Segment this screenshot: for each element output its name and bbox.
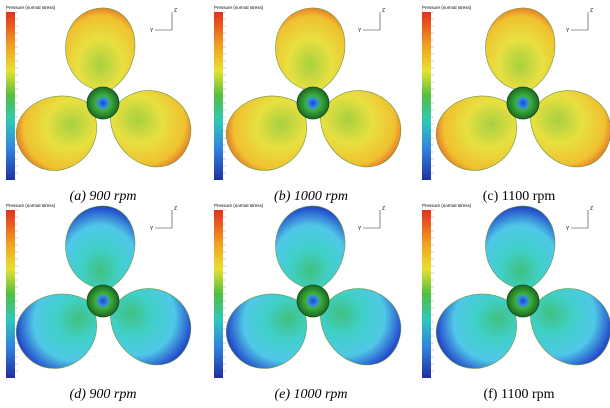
legend-title: Pressure (normal stress) xyxy=(422,5,472,10)
colorbar xyxy=(422,210,431,378)
colorbar xyxy=(422,12,431,180)
hub xyxy=(87,87,119,119)
hub xyxy=(87,285,119,317)
hub xyxy=(297,87,329,119)
axis-label: Z xyxy=(382,206,385,212)
panel: Pressure (normal stress) Z Y (e) 1000 rpm xyxy=(214,203,415,402)
legend-title: Pressure (normal stress) xyxy=(6,5,56,10)
caption: (c) 1100 rpm xyxy=(483,189,556,204)
blade xyxy=(275,206,344,287)
hub xyxy=(507,87,539,119)
blade xyxy=(275,8,344,89)
propeller xyxy=(424,206,610,383)
axis-label: Y xyxy=(150,28,154,34)
blade xyxy=(65,206,134,287)
blade xyxy=(485,8,554,89)
legend-title: Pressure (normal stress) xyxy=(214,5,264,10)
colorbar xyxy=(214,12,223,180)
axis-label: Z xyxy=(174,8,177,14)
propeller xyxy=(4,8,205,185)
colorbar xyxy=(6,210,15,378)
axis-label: Z xyxy=(174,206,177,212)
colorbar xyxy=(6,12,15,180)
blade xyxy=(485,206,554,287)
panel: Pressure (normal stress) Z Y (b) 1000 rpm xyxy=(214,5,415,204)
blade xyxy=(65,8,134,89)
colorbar xyxy=(214,210,223,378)
hub xyxy=(507,285,539,317)
caption: (b) 1000 rpm xyxy=(274,189,348,204)
axis-label: Y xyxy=(358,226,362,232)
panel: Pressure (normal stress) Z Y (f) 1100 rpm xyxy=(422,203,610,402)
caption: (d) 900 rpm xyxy=(70,387,137,402)
axis-label: Y xyxy=(566,226,570,232)
legend-title: Pressure (normal stress) xyxy=(6,203,56,208)
panel: Pressure (normal stress) Z Y (a) 900 rpm xyxy=(4,5,205,204)
axis-label: Y xyxy=(566,28,570,34)
axis-label: Z xyxy=(590,206,593,212)
caption: (a) 900 rpm xyxy=(70,189,137,204)
axis-label: Y xyxy=(358,28,362,34)
propeller xyxy=(214,8,415,185)
caption: (e) 1000 rpm xyxy=(274,387,347,402)
hub xyxy=(297,285,329,317)
legend-title: Pressure (normal stress) xyxy=(214,203,264,208)
propeller xyxy=(424,8,610,185)
caption: (f) 1100 rpm xyxy=(483,387,554,402)
axis-label: Z xyxy=(590,8,593,14)
panel: Pressure (normal stress) Z Y (c) 1100 rpm xyxy=(422,5,610,204)
legend-title: Pressure (normal stress) xyxy=(422,203,472,208)
figure: Pressure (normal stress)ZY(a) 900 rpmPre… xyxy=(0,0,610,408)
axis-label: Y xyxy=(150,226,154,232)
axis-label: Z xyxy=(382,8,385,14)
panel: Pressure (normal stress) Z Y (d) 900 rpm xyxy=(4,203,205,402)
propeller xyxy=(4,206,205,383)
propeller xyxy=(214,206,415,383)
